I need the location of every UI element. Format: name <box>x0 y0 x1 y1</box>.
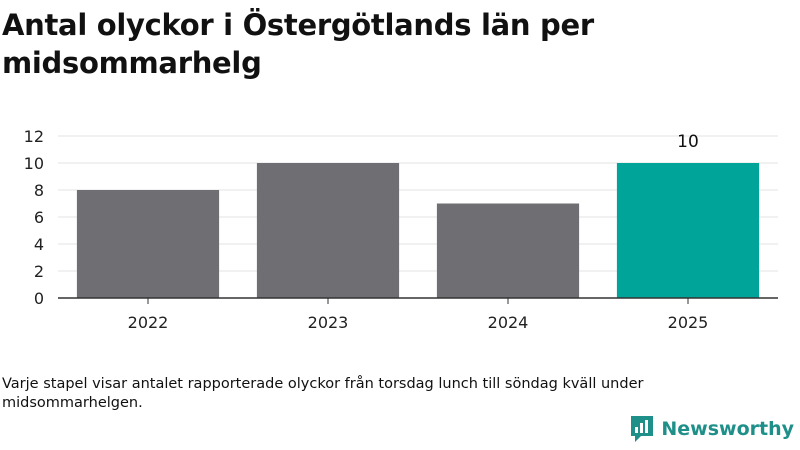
data-label-2025: 10 <box>677 132 699 152</box>
bar-chart: 0 2 4 6 8 10 12 10 2022 2023 2024 2025 <box>24 127 778 330</box>
y-tick-label: 2 <box>34 262 44 281</box>
x-tick-label: 2025 <box>668 313 709 330</box>
y-tick-label: 4 <box>34 235 44 254</box>
chart-title: Antal olyckor i Östergötlands län per mi… <box>2 8 594 80</box>
x-axis: 2022 2023 2024 2025 <box>58 297 778 330</box>
x-tick-label: 2022 <box>128 313 169 330</box>
y-tick-label: 0 <box>34 289 44 308</box>
y-tick-label: 12 <box>24 127 44 146</box>
bar-2022 <box>76 190 220 298</box>
newsworthy-logo-icon <box>631 416 654 442</box>
brand-name: Newsworthy <box>661 418 794 440</box>
bar-2025 <box>616 163 760 298</box>
x-tick-label: 2023 <box>308 313 349 330</box>
bar-2024 <box>436 203 580 298</box>
bars <box>76 163 760 298</box>
x-tick-label: 2024 <box>488 313 529 330</box>
y-tick-label: 8 <box>34 181 44 200</box>
brand-logo: Newsworthy <box>629 414 794 444</box>
data-labels: 10 <box>677 132 699 152</box>
y-tick-label: 10 <box>24 154 44 173</box>
bar-2023 <box>256 163 400 298</box>
footnote: Varje stapel visar antalet rapporterade … <box>2 376 644 411</box>
y-axis: 0 2 4 6 8 10 12 <box>24 127 44 308</box>
y-tick-label: 6 <box>34 208 44 227</box>
